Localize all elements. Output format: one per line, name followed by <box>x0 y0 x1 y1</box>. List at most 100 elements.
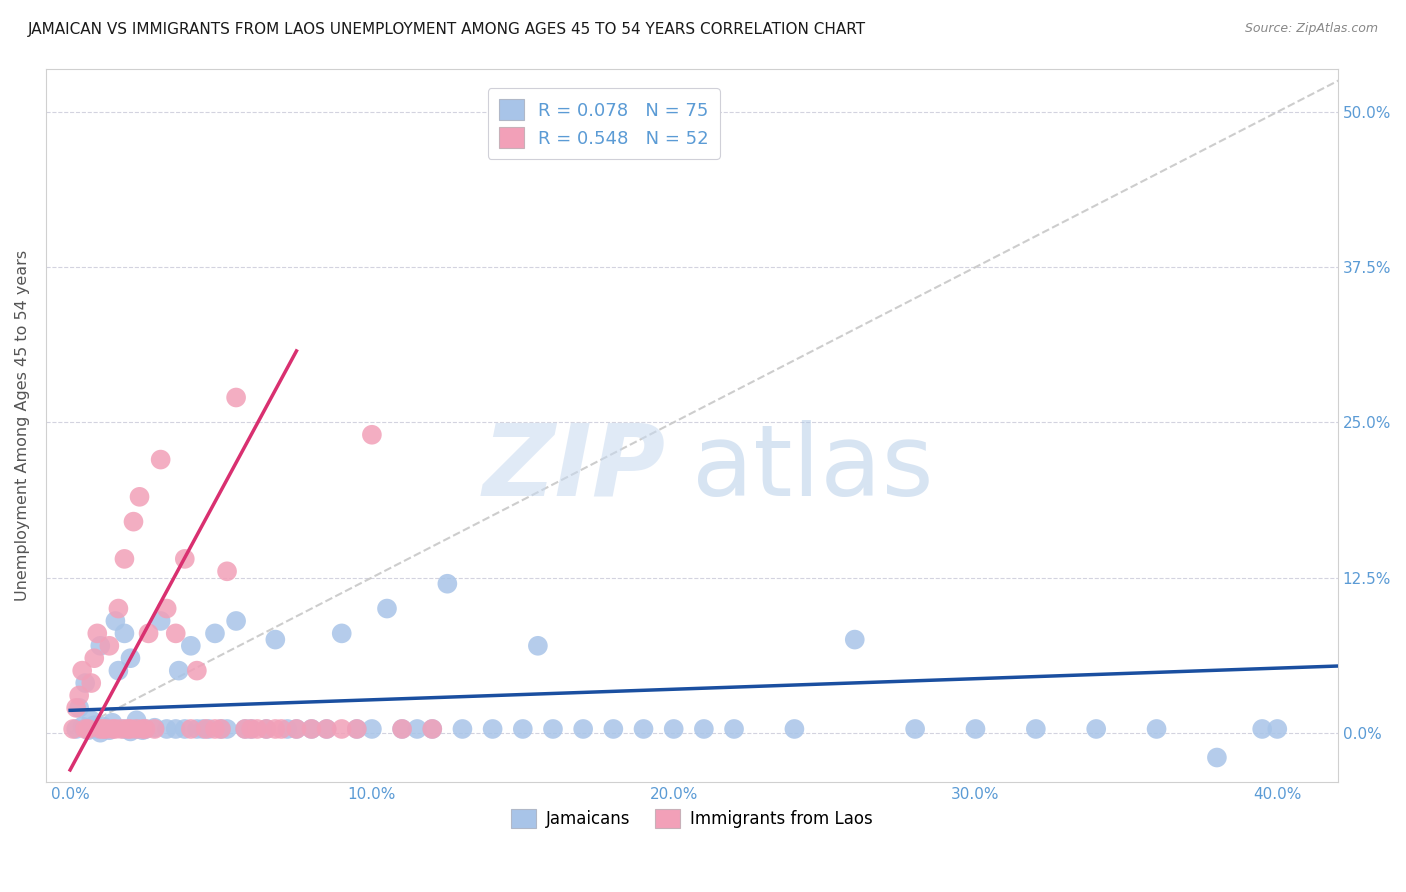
Point <box>233 722 256 736</box>
Point <box>180 722 202 736</box>
Point <box>65 701 87 715</box>
Point <box>96 722 118 736</box>
Point <box>86 722 108 736</box>
Point <box>156 601 179 615</box>
Point <box>301 722 323 736</box>
Point <box>91 722 114 736</box>
Point <box>225 614 247 628</box>
Point <box>1025 722 1047 736</box>
Point <box>451 722 474 736</box>
Point <box>77 723 100 738</box>
Point <box>512 722 534 736</box>
Point <box>225 391 247 405</box>
Point <box>117 722 139 736</box>
Point <box>844 632 866 647</box>
Point <box>135 722 157 736</box>
Point <box>481 722 503 736</box>
Point <box>1206 750 1229 764</box>
Point <box>194 722 217 736</box>
Point <box>1146 722 1168 736</box>
Point <box>572 722 595 736</box>
Point <box>965 722 987 736</box>
Point <box>633 722 655 736</box>
Point <box>89 725 111 739</box>
Point <box>723 722 745 736</box>
Point <box>541 722 564 736</box>
Point <box>186 722 208 736</box>
Point <box>209 722 232 736</box>
Point <box>904 722 927 736</box>
Point <box>240 722 263 736</box>
Point <box>167 664 190 678</box>
Point <box>67 701 90 715</box>
Point <box>180 639 202 653</box>
Point <box>346 722 368 736</box>
Text: JAMAICAN VS IMMIGRANTS FROM LAOS UNEMPLOYMENT AMONG AGES 45 TO 54 YEARS CORRELAT: JAMAICAN VS IMMIGRANTS FROM LAOS UNEMPLO… <box>28 22 866 37</box>
Point <box>89 722 111 736</box>
Point <box>198 722 221 736</box>
Point <box>107 601 129 615</box>
Point <box>89 639 111 653</box>
Point <box>602 722 624 736</box>
Point <box>1251 722 1274 736</box>
Point <box>128 490 150 504</box>
Point <box>125 722 148 736</box>
Point <box>391 722 413 736</box>
Point <box>107 664 129 678</box>
Point <box>143 722 166 736</box>
Point <box>285 722 308 736</box>
Point <box>270 722 292 736</box>
Point <box>135 722 157 736</box>
Point <box>70 719 93 733</box>
Point <box>149 614 172 628</box>
Point <box>122 515 145 529</box>
Point <box>233 722 256 736</box>
Legend: Jamaicans, Immigrants from Laos: Jamaicans, Immigrants from Laos <box>503 802 880 835</box>
Point <box>375 601 398 615</box>
Point <box>204 722 226 736</box>
Point <box>62 722 84 736</box>
Point <box>186 664 208 678</box>
Point <box>75 722 97 736</box>
Point <box>285 722 308 736</box>
Y-axis label: Unemployment Among Ages 45 to 54 years: Unemployment Among Ages 45 to 54 years <box>15 250 30 601</box>
Point <box>110 722 132 736</box>
Point <box>209 722 232 736</box>
Point <box>330 626 353 640</box>
Point <box>254 722 277 736</box>
Point <box>86 626 108 640</box>
Point <box>215 564 238 578</box>
Point <box>662 722 685 736</box>
Point <box>420 722 443 736</box>
Point <box>527 639 550 653</box>
Point <box>138 626 160 640</box>
Point <box>98 639 121 653</box>
Point <box>436 576 458 591</box>
Text: Source: ZipAtlas.com: Source: ZipAtlas.com <box>1244 22 1378 36</box>
Point <box>173 552 195 566</box>
Point <box>67 689 90 703</box>
Point <box>1085 722 1108 736</box>
Point <box>165 626 187 640</box>
Point <box>264 632 287 647</box>
Point <box>246 722 269 736</box>
Point <box>104 722 127 736</box>
Point <box>80 713 103 727</box>
Point <box>77 722 100 736</box>
Point <box>83 651 105 665</box>
Point <box>120 724 142 739</box>
Point <box>240 722 263 736</box>
Point <box>114 722 136 736</box>
Point <box>391 722 413 736</box>
Point <box>125 722 148 736</box>
Point <box>120 722 142 736</box>
Point <box>131 723 153 738</box>
Point <box>143 721 166 735</box>
Point <box>315 722 337 736</box>
Point <box>693 722 716 736</box>
Point <box>204 626 226 640</box>
Point <box>101 715 124 730</box>
Point <box>361 427 384 442</box>
Point <box>215 722 238 736</box>
Point <box>101 722 124 736</box>
